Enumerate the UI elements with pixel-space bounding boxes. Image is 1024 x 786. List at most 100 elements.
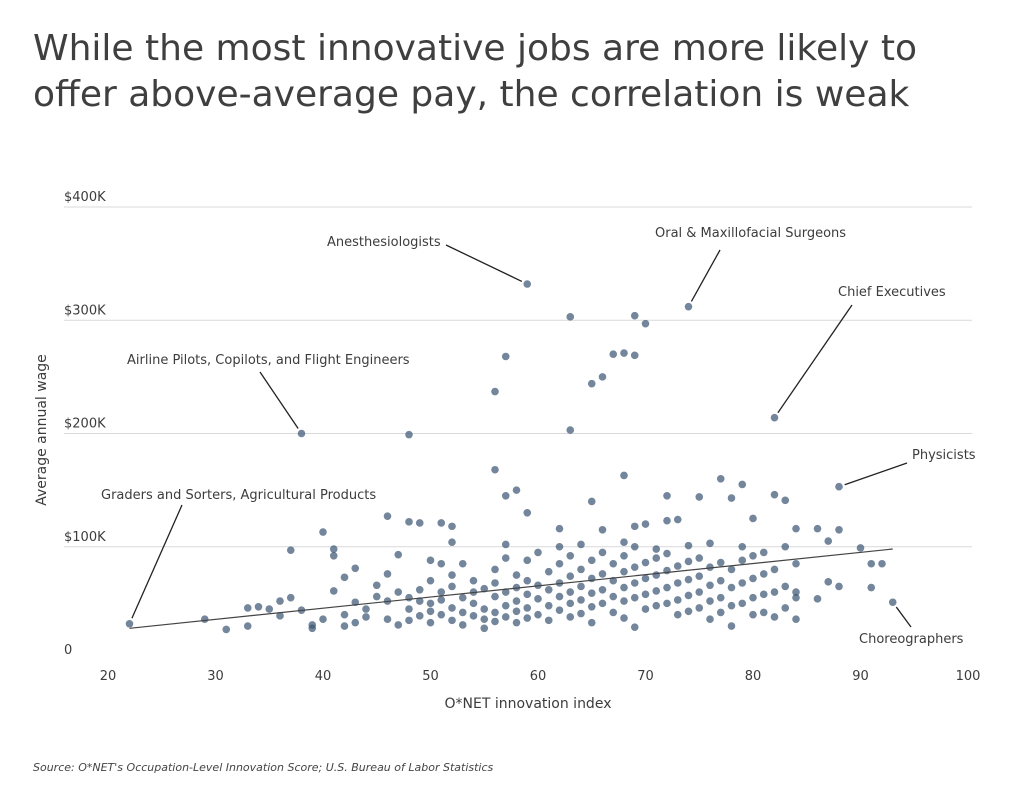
x-tick-label: 60 — [530, 669, 547, 684]
data-point — [641, 520, 650, 528]
data-point — [673, 562, 682, 570]
data-point — [759, 570, 768, 578]
data-point — [598, 525, 607, 534]
data-point — [372, 592, 381, 601]
data-point — [501, 352, 510, 361]
data-point — [792, 588, 800, 596]
data-point — [362, 605, 370, 613]
data-point — [415, 519, 424, 527]
data-point — [555, 592, 564, 601]
y-tick-label: $400K — [64, 190, 106, 205]
data-point — [727, 583, 736, 592]
data-point — [512, 618, 521, 627]
data-point — [630, 522, 639, 531]
data-point — [566, 313, 575, 321]
data-point — [566, 613, 575, 621]
data-point — [630, 593, 639, 602]
data-point — [824, 537, 833, 545]
data-point — [577, 540, 585, 549]
data-point — [566, 426, 575, 434]
data-point — [652, 601, 661, 610]
data-point — [652, 554, 661, 562]
data-point — [824, 578, 833, 586]
data-point — [555, 606, 564, 614]
data-point — [448, 582, 456, 591]
annotation-leader — [690, 249, 721, 302]
data-point — [673, 610, 682, 619]
data-point — [738, 556, 747, 565]
data-point — [319, 615, 327, 624]
data-point — [770, 490, 779, 499]
data-point — [405, 616, 413, 625]
data-point — [308, 624, 317, 633]
data-point — [534, 610, 542, 619]
data-point — [684, 302, 693, 311]
data-point — [512, 571, 521, 579]
data-point — [351, 618, 360, 627]
data-point — [566, 599, 575, 608]
annotation-label: Graders and Sorters, Agricultural Produc… — [101, 488, 376, 503]
data-point — [835, 525, 843, 534]
data-point — [555, 524, 564, 533]
data-point — [222, 625, 231, 634]
data-point — [598, 548, 607, 557]
data-point — [491, 387, 499, 396]
data-point — [770, 613, 779, 621]
data-point — [340, 622, 349, 630]
data-point — [630, 351, 639, 360]
data-point — [684, 541, 693, 550]
data-point — [587, 618, 596, 627]
data-point — [663, 583, 671, 592]
data-point — [512, 607, 521, 616]
data-point — [286, 546, 295, 554]
data-point — [706, 539, 714, 548]
data-point — [630, 579, 639, 587]
chart-title: While the most innovative jobs are more … — [33, 28, 918, 115]
data-point — [641, 605, 650, 613]
data-point — [770, 413, 779, 422]
data-point — [480, 605, 489, 613]
data-point — [652, 587, 661, 595]
data-point — [437, 559, 446, 568]
data-point — [448, 571, 456, 579]
data-point — [577, 582, 585, 591]
data-point — [759, 608, 768, 617]
data-point — [673, 515, 682, 524]
data-point — [276, 612, 284, 620]
data-point — [340, 573, 349, 582]
y-tick-label: $100K — [64, 530, 106, 545]
x-tick-label: 100 — [956, 669, 981, 684]
data-point — [544, 567, 553, 576]
data-point — [749, 552, 757, 560]
data-point — [501, 588, 510, 596]
data-point — [587, 497, 596, 506]
data-point — [566, 552, 575, 560]
data-point — [383, 570, 392, 578]
data-point — [448, 522, 456, 531]
y-tick-label: 0 — [64, 643, 72, 658]
data-point — [394, 621, 403, 629]
data-point — [630, 623, 639, 631]
data-point — [458, 593, 467, 602]
data-point — [566, 588, 575, 596]
data-point — [695, 588, 704, 596]
data-point — [469, 576, 478, 585]
x-tick-label: 70 — [637, 669, 654, 684]
data-point — [319, 528, 327, 536]
data-point — [641, 319, 650, 328]
data-point — [329, 587, 338, 595]
data-point — [716, 593, 725, 602]
data-point — [405, 518, 413, 526]
data-point — [684, 607, 693, 616]
data-point — [329, 545, 338, 553]
data-point — [620, 349, 628, 357]
data-point — [652, 545, 661, 553]
data-point — [254, 602, 263, 611]
data-point — [620, 614, 628, 622]
data-point — [738, 599, 747, 608]
data-point — [523, 604, 532, 612]
data-point — [523, 556, 532, 565]
data-point — [426, 599, 435, 608]
data-point — [448, 538, 456, 547]
